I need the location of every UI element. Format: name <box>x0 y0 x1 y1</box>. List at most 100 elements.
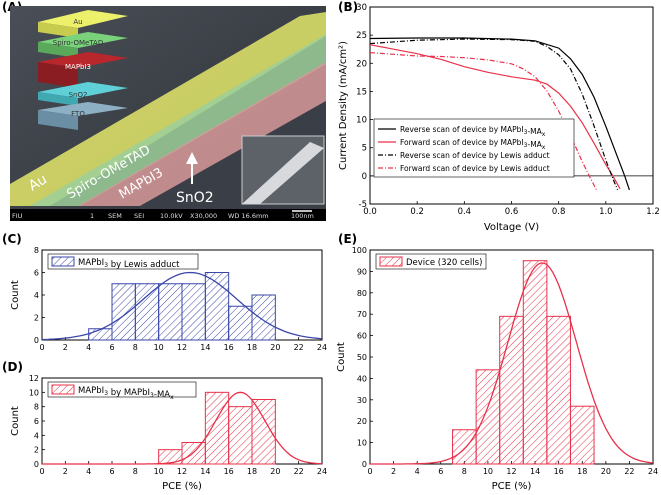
sem-layer-spiro <box>30 34 326 206</box>
y-axis-label: Current Density (mA/cm²) <box>338 41 349 170</box>
legend-box <box>47 381 197 398</box>
x-tick-label: 12 <box>177 343 187 352</box>
inset-label-fto: FTO <box>71 110 85 118</box>
sem-label-au: Au <box>26 171 50 194</box>
gaussian-fit <box>42 391 323 465</box>
y-tick-label: 0 <box>362 172 367 182</box>
sem-layer-mapbi <box>78 62 326 206</box>
x-tick-label: 4 <box>86 467 91 476</box>
y-tick-label: 2 <box>34 314 39 323</box>
x-tick-label: 8 <box>133 343 138 352</box>
sem-inset-stack: Au Spiro-OMeTAD MAPbI3 SnO2 FTO <box>38 10 128 130</box>
legend-box <box>373 118 575 178</box>
series-line-1 <box>369 44 621 190</box>
x-tick-label: 22 <box>294 343 304 352</box>
y-tick-label: 4 <box>34 431 39 440</box>
y-tick-label: 10 <box>29 388 39 397</box>
inset-layer-sno2-side <box>38 92 78 106</box>
histogram-bar <box>111 283 136 341</box>
panel-label-e: (E) <box>338 232 358 246</box>
histogram-bar <box>452 429 477 465</box>
x-tick-label: 1.0 <box>599 207 613 217</box>
legend-swatch <box>51 384 75 395</box>
x-axis-label: Voltage (V) <box>484 222 539 233</box>
histogram-bar <box>228 406 253 465</box>
y-tick-label: 40 <box>357 374 367 383</box>
y-tick-label: 12 <box>29 374 39 383</box>
inset-layer-mapbi <box>38 52 128 68</box>
x-tick-label: 2 <box>391 467 396 476</box>
legend-swatch <box>51 256 75 267</box>
sem-cross-section: Au Spiro-OMeTAD MAPbI3 SnO2 FTO Au Spiro… <box>10 6 326 221</box>
x-tick-label: 24 <box>317 467 327 476</box>
legend-label-3: Forward scan of device by Lewis adduct <box>400 164 550 173</box>
sem-databar-vendor: FIU <box>12 212 23 220</box>
x-tick-label: 14 <box>530 467 540 476</box>
sem-databar-mode: SEM <box>108 212 122 220</box>
y-axis-label: Count <box>10 406 21 436</box>
histogram-bar <box>569 405 595 465</box>
inset-label-au: Au <box>73 18 82 26</box>
x-tick-label: 12 <box>177 467 187 476</box>
gaussian-fit <box>41 271 323 341</box>
y-tick-label: 20 <box>356 59 367 69</box>
x-tick-label: 4 <box>86 343 91 352</box>
x-tick-label: 24 <box>648 467 658 476</box>
inset-label-sno2: SnO2 <box>69 91 88 99</box>
y-tick-label: 10 <box>356 116 367 126</box>
y-tick-label: 8 <box>34 246 39 255</box>
histogram-bar <box>228 305 253 341</box>
y-tick-label: 4 <box>34 291 39 300</box>
x-tick-label: 6 <box>109 343 114 352</box>
y-axis-label: Count <box>336 342 347 372</box>
inset-layer-fto-side <box>38 110 78 130</box>
inset-layer-fto <box>38 102 128 116</box>
y-tick-label: 5 <box>362 144 367 154</box>
y-tick-label: 25 <box>356 31 367 41</box>
legend-label-0: Reverse scan of device by MAPbI3-MAx <box>400 125 546 138</box>
x-tick-label: 4 <box>415 467 420 476</box>
x-tick-label: 0.2 <box>410 207 424 217</box>
panel-label-c: (C) <box>2 232 22 246</box>
y-tick-label: 80 <box>357 289 367 298</box>
x-tick-label: 1.2 <box>646 207 660 217</box>
histogram-bar <box>499 315 524 465</box>
x-tick-label: 8 <box>133 467 138 476</box>
y-axis-label: Count <box>10 280 21 310</box>
series-line-3 <box>369 52 597 191</box>
x-tick-label: 0 <box>39 343 44 352</box>
x-tick-label: 10 <box>483 467 493 476</box>
inset-layer-au <box>38 10 128 28</box>
legend-swatch <box>379 256 403 267</box>
inset-layer-spiro-side <box>38 42 78 58</box>
y-tick-label: 10 <box>357 439 367 448</box>
x-tick-label: 18 <box>247 467 257 476</box>
sem-inset-photo-film <box>242 142 324 204</box>
y-tick-label: 2 <box>34 446 39 455</box>
x-tick-label: 6 <box>109 467 114 476</box>
legend-label: Device (320 cells) <box>406 258 482 268</box>
x-tick-label: 18 <box>247 343 257 352</box>
x-tick-label: 0 <box>39 467 44 476</box>
y-tick-label: 50 <box>357 353 367 362</box>
y-tick-label: 0 <box>34 460 39 469</box>
x-tick-label: 16 <box>554 467 564 476</box>
x-axis-label: PCE (%) <box>492 481 532 492</box>
series-line-2 <box>369 38 619 191</box>
sem-databar-det: SEI <box>134 212 144 220</box>
histogram-bar <box>158 449 183 465</box>
x-tick-label: 0.0 <box>363 207 377 217</box>
legend-label-2: Reverse scan of device by Lewis adduct <box>400 151 550 160</box>
x-tick-label: 18 <box>577 467 587 476</box>
sem-databar-wd: WD 16.6mm <box>228 212 269 220</box>
histogram-bar <box>546 315 571 465</box>
legend-label: MAPbI3 by MAPbI3-MAx <box>78 386 174 401</box>
x-tick-label: 16 <box>224 343 234 352</box>
x-tick-label: 10 <box>154 343 164 352</box>
histogram-e: 0 2 4 6 8 10 12 14 16 18 20 22 240102030405060708090… <box>336 246 658 492</box>
jv-chart: 0.0 0.2 0.4 0.6 0.8 1.0 1.2 -5 0 5 10 15 20 25 30 Volta… <box>338 3 660 233</box>
y-tick-label: 60 <box>357 332 367 341</box>
inset-layer-mapbi-side <box>38 62 78 88</box>
y-tick-label: 30 <box>357 396 367 405</box>
